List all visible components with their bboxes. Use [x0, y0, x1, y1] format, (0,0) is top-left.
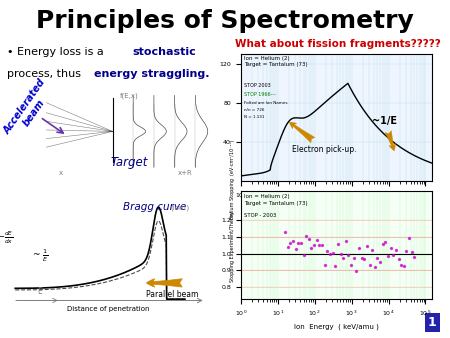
Text: Ion = Helium (2)
Target = Tantalum (73): Ion = Helium (2) Target = Tantalum (73) [244, 56, 307, 67]
Point [342, 239, 349, 244]
Point [358, 255, 365, 261]
Point [332, 263, 339, 268]
Text: Ion = Helium (2)
Target = Tantalum (73): Ion = Helium (2) Target = Tantalum (73) [244, 194, 307, 206]
Point [353, 268, 360, 273]
Point [287, 240, 294, 246]
Point [308, 245, 315, 250]
Point [284, 244, 291, 249]
Point [387, 245, 394, 250]
Point [411, 254, 418, 260]
Point [382, 239, 389, 244]
Text: x+R: x+R [178, 170, 192, 176]
Text: STOP - 2003: STOP - 2003 [244, 213, 276, 218]
Point [356, 245, 363, 251]
Text: Stopping Experiment/Theory: Stopping Experiment/Theory [230, 211, 235, 282]
Point [305, 237, 312, 242]
Point [334, 241, 342, 247]
Text: Accelerator Physics, JU, First Semester, 2010-2011
(Saed Dababneh).: Accelerator Physics, JU, First Semester,… [9, 312, 287, 333]
Text: Bragg curve: Bragg curve [123, 202, 186, 212]
Point [377, 259, 384, 264]
Text: N = 1.131: N = 1.131 [244, 115, 264, 119]
Text: stochastic: stochastic [133, 47, 197, 57]
Point [398, 262, 405, 268]
Text: E: E [38, 287, 42, 296]
Point [282, 229, 289, 235]
Text: energy straggling.: energy straggling. [94, 69, 210, 79]
Text: STOP 2003: STOP 2003 [244, 83, 270, 88]
Point [302, 234, 310, 239]
Point [374, 255, 381, 261]
Text: Accelerated
beam: Accelerated beam [2, 77, 57, 143]
Point [319, 242, 326, 248]
Point [405, 236, 413, 241]
Point [384, 253, 392, 259]
Text: $-\frac{dE}{dx}$: $-\frac{dE}{dx}$ [0, 230, 13, 246]
Point [360, 256, 368, 261]
Point [313, 237, 320, 243]
Text: • Energy loss is a: • Energy loss is a [7, 47, 107, 57]
Point [329, 251, 336, 256]
Text: n/n = 726: n/n = 726 [244, 108, 264, 112]
Point [345, 253, 352, 258]
Point [395, 256, 402, 261]
Text: 1: 1 [428, 316, 436, 329]
Point [350, 255, 357, 261]
Text: Target: Target [110, 156, 148, 169]
Point [297, 241, 305, 246]
Point [366, 262, 373, 267]
Text: ~ $\frac{1}{E}$: ~ $\frac{1}{E}$ [32, 247, 48, 264]
Point [316, 242, 323, 248]
Text: Folted are Ion Names: Folted are Ion Names [244, 101, 287, 105]
Text: (ion!): (ion!) [171, 204, 189, 211]
Point [363, 244, 370, 249]
Point [292, 246, 299, 251]
Point [289, 238, 297, 243]
Text: ~1/E: ~1/E [373, 116, 397, 151]
Point [324, 249, 331, 254]
Text: x: x [58, 170, 63, 176]
Point [371, 265, 378, 270]
Point [379, 241, 387, 246]
Point [390, 252, 397, 258]
Point [347, 262, 355, 268]
Text: Parallel beam: Parallel beam [146, 290, 198, 299]
Point [326, 252, 333, 257]
Text: Electron pick-up.: Electron pick-up. [289, 122, 357, 153]
Point [408, 249, 415, 255]
Point [400, 263, 407, 268]
Point [300, 252, 307, 258]
Point [403, 248, 410, 254]
Text: f(E,x): f(E,x) [120, 93, 139, 99]
Point [321, 262, 328, 268]
Text: process, thus: process, thus [7, 69, 84, 79]
Point [392, 247, 400, 252]
Text: STOP 1966---: STOP 1966--- [244, 92, 275, 97]
Point [340, 255, 347, 261]
Point [337, 251, 344, 257]
Text: Distance of penetration: Distance of penetration [67, 306, 149, 312]
Point [369, 247, 376, 252]
X-axis label: Ion  Energy  ( keV/amu ): Ion Energy ( keV/amu ) [294, 324, 379, 330]
Point [310, 242, 318, 247]
Text: Helium Stopping  (eV·cm²/10⁻¹⁵): Helium Stopping (eV·cm²/10⁻¹⁵) [230, 139, 235, 219]
Point [295, 241, 302, 246]
Text: Principles of Spectrometry: Principles of Spectrometry [36, 8, 414, 33]
Text: What about fission fragments?????: What about fission fragments????? [234, 39, 441, 49]
